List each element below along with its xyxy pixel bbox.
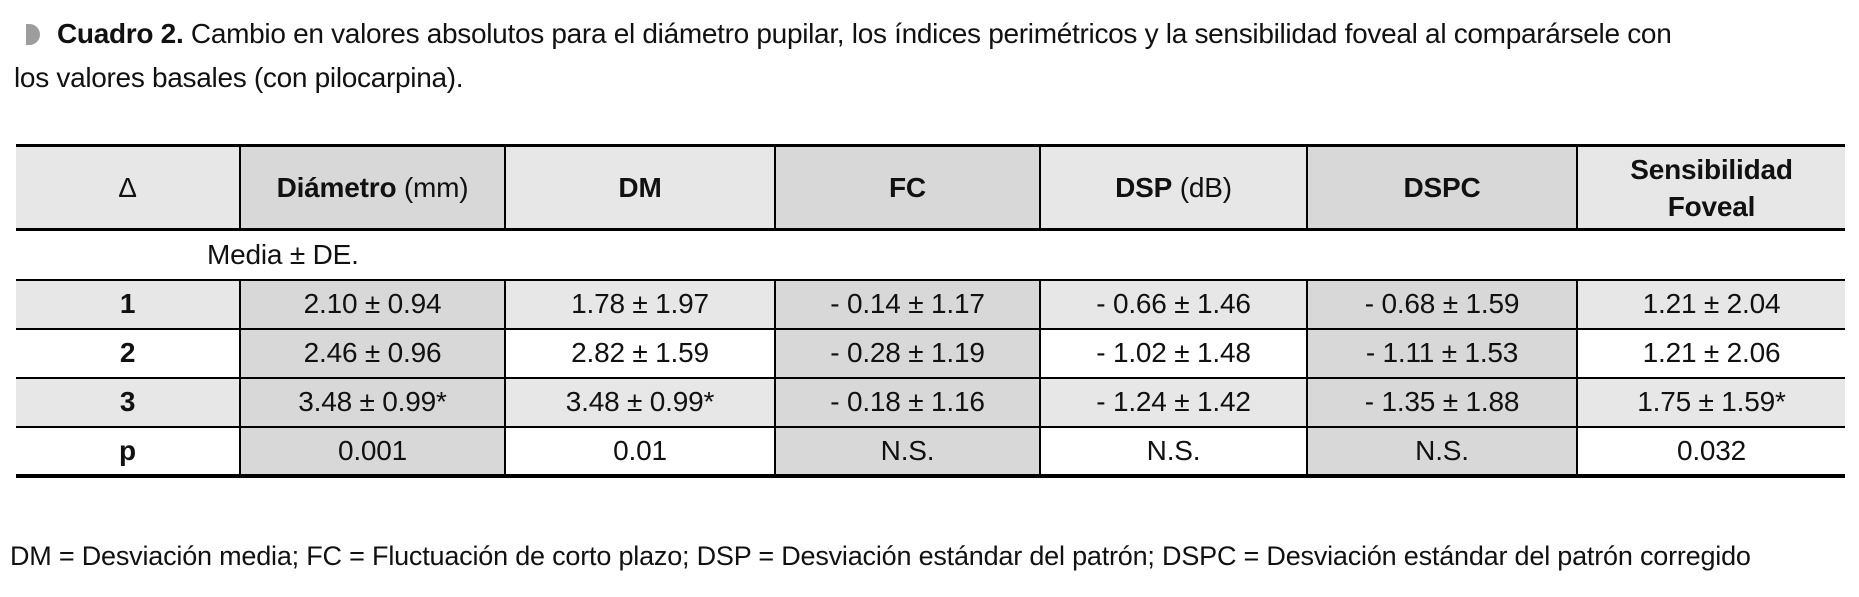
cell-dsp: N.S.: [1039, 426, 1307, 478]
caption-line-1: Cuadro 2. Cambio en valores absolutos pa…: [14, 12, 1754, 56]
cell-dsp: - 1.24 ± 1.42: [1039, 377, 1307, 428]
caption-line-2: los valores basales (con pilocarpina).: [14, 62, 464, 93]
column-header-dsp-unit: (dB): [1172, 171, 1232, 203]
cell-dspc: - 0.68 ± 1.59: [1306, 279, 1577, 330]
cell-dspc: - 1.11 ± 1.53: [1306, 328, 1577, 379]
caption-label: Cuadro 2.: [57, 18, 184, 49]
spanner-label: Media ± DE.: [16, 229, 1845, 281]
cell-dm: 1.78 ± 1.97: [504, 279, 775, 330]
spanner-row: Media ± DE.: [16, 229, 1845, 281]
cell-sensibilidad: 1.21 ± 2.06: [1576, 328, 1845, 379]
cell-diametro: 0.001: [239, 426, 505, 478]
row-label: 1: [16, 279, 240, 330]
cell-diametro: 2.46 ± 0.96: [239, 328, 505, 379]
table-row-2: 2 2.46 ± 0.96 2.82 ± 1.59 - 0.28 ± 1.19 …: [16, 328, 1845, 379]
table-row-1: 1 2.10 ± 0.94 1.78 ± 1.97 - 0.14 ± 1.17 …: [16, 279, 1845, 330]
row-label: 3: [16, 377, 240, 428]
table-footnote: DM = Desviación media; FC = Fluctuación …: [10, 541, 1751, 571]
cell-dm: 0.01: [504, 426, 775, 478]
cell-dspc: - 1.35 ± 1.88: [1306, 377, 1577, 428]
cell-sensibilidad: 1.21 ± 2.04: [1576, 279, 1845, 330]
column-header-dsp: DSP (dB): [1039, 144, 1307, 231]
cell-dspc: N.S.: [1306, 426, 1577, 478]
cell-dsp: - 0.66 ± 1.46: [1039, 279, 1307, 330]
caption-bullet-icon: [26, 24, 40, 45]
cell-fc: - 0.14 ± 1.17: [774, 279, 1040, 330]
results-table: Δ Diámetro (mm) DM FC DSP (dB) DSPC Sens…: [16, 144, 1845, 478]
cell-diametro: 3.48 ± 0.99*: [239, 377, 505, 428]
cell-dm: 3.48 ± 0.99*: [504, 377, 775, 428]
cell-dm: 2.82 ± 1.59: [504, 328, 775, 379]
cell-sensibilidad: 0.032: [1576, 426, 1845, 478]
table-row-p: p 0.001 0.01 N.S. N.S. N.S. 0.032: [16, 426, 1845, 478]
column-header-fc: FC: [774, 144, 1040, 231]
row-label: p: [16, 426, 240, 478]
table-caption: Cuadro 2. Cambio en valores absolutos pa…: [14, 12, 1754, 100]
column-header-delta: Δ: [16, 144, 240, 231]
column-header-diametro: Diámetro (mm): [239, 144, 505, 231]
cell-fc: - 0.18 ± 1.16: [774, 377, 1040, 428]
caption-text-1: Cambio en valores absolutos para el diám…: [190, 18, 1672, 49]
column-header-dm: DM: [504, 144, 775, 231]
cell-diametro: 2.10 ± 0.94: [239, 279, 505, 330]
cell-fc: - 0.28 ± 1.19: [774, 328, 1040, 379]
column-header-diametro-unit: (mm): [396, 171, 469, 203]
table-row-3: 3 3.48 ± 0.99* 3.48 ± 0.99* - 0.18 ± 1.1…: [16, 377, 1845, 428]
cell-dsp: - 1.02 ± 1.48: [1039, 328, 1307, 379]
cell-fc: N.S.: [774, 426, 1040, 478]
cell-sensibilidad: 1.75 ± 1.59*: [1576, 377, 1845, 428]
column-header-sensibilidad-foveal: Sensibilidad Foveal: [1576, 144, 1845, 231]
column-header-dspc: DSPC: [1306, 144, 1577, 231]
row-label: 2: [16, 328, 240, 379]
header-row: Δ Diámetro (mm) DM FC DSP (dB) DSPC Sens…: [16, 144, 1845, 231]
